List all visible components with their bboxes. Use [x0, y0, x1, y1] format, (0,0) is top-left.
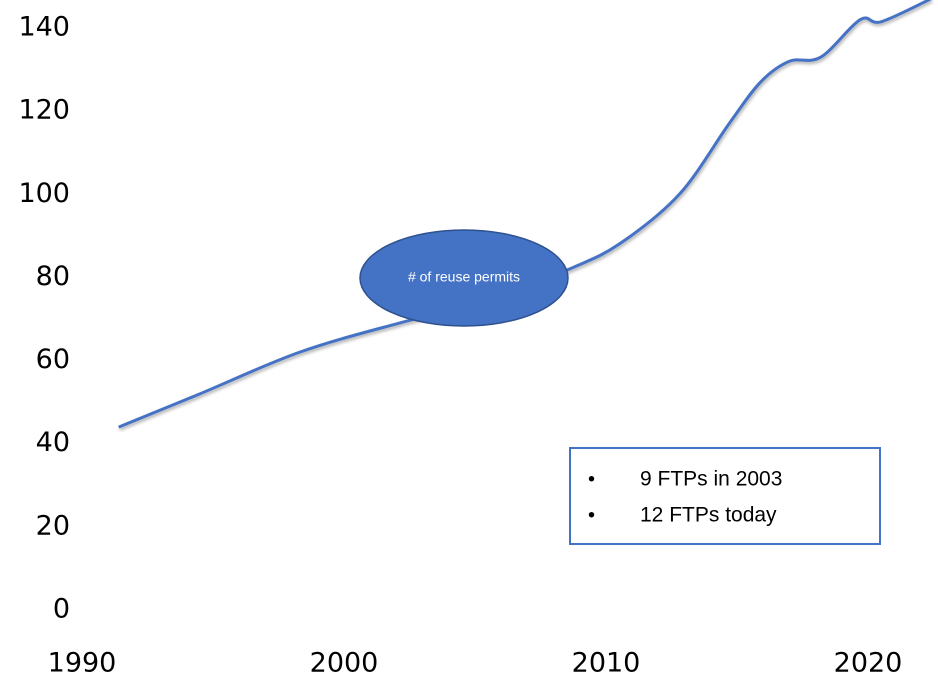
x-tick-label: 2010	[572, 648, 641, 679]
y-tick-label: 80	[36, 261, 70, 292]
y-tick-label: 60	[36, 344, 70, 375]
legend-label: # of reuse permits	[408, 269, 520, 285]
legend-bubble	[359, 229, 569, 327]
x-tick-label: 2000	[310, 648, 379, 679]
y-tick-label: 0	[53, 594, 70, 625]
y-tick-label: 140	[18, 12, 70, 43]
annotation: 9 FTPs in 2003	[640, 468, 782, 491]
y-tick-label: 40	[36, 427, 70, 458]
y-tick-label: 100	[18, 178, 70, 209]
bullet: •	[588, 468, 595, 490]
x-tick-label: 1990	[48, 648, 117, 679]
line	[118, 0, 932, 429]
y-tick-label: 120	[18, 95, 70, 126]
y-tick-label: 20	[36, 510, 70, 541]
annotation-box	[569, 447, 881, 545]
x-tick-label: 2020	[834, 648, 903, 679]
bullet: •	[588, 504, 595, 526]
annotation: 12 FTPs today	[640, 504, 777, 527]
